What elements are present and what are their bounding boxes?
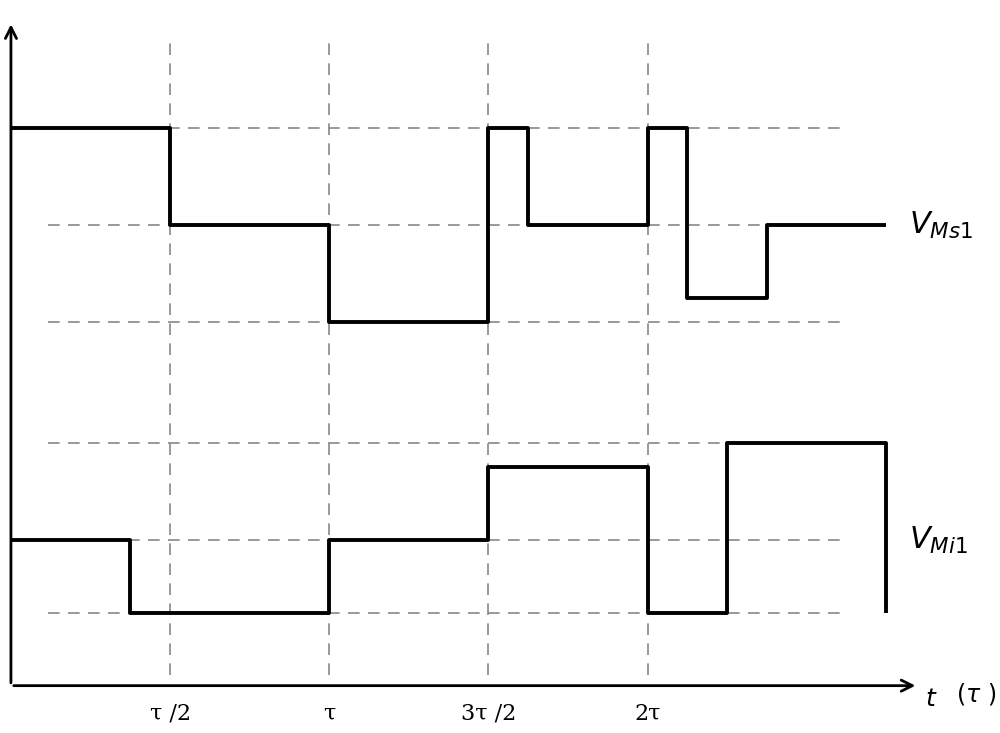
Text: τ /2: τ /2 <box>150 703 191 725</box>
Text: 3τ /2: 3τ /2 <box>461 703 516 725</box>
Text: $t$: $t$ <box>925 688 937 711</box>
Text: $(\tau\ )$: $(\tau\ )$ <box>956 681 997 707</box>
Text: $V_{Mi1}$: $V_{Mi1}$ <box>909 525 968 556</box>
Text: $V_{Ms1}$: $V_{Ms1}$ <box>909 210 973 240</box>
Text: 2τ: 2τ <box>634 703 661 725</box>
Text: τ: τ <box>323 703 335 725</box>
